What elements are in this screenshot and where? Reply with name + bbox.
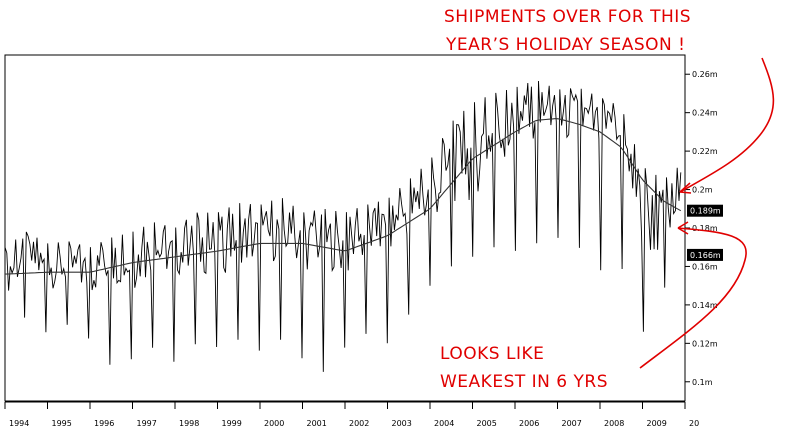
series-moving-average-line [4, 118, 682, 275]
x-tick-label: 1994 [9, 419, 29, 428]
x-tick-label: 1995 [52, 419, 72, 428]
y-tick-label: 0.12m [692, 339, 718, 348]
x-tick-label: 2000 [264, 419, 284, 428]
annotation-line-3: LOOKS LIKE [440, 344, 545, 364]
x-axis-ticks: 1994 1995 1996 1997 1998 1999 2000 2001 2002 2003… [4, 402, 699, 428]
y-tick-label: 0.16m [692, 262, 718, 271]
annotation-arrows [639, 57, 775, 369]
series-layer [4, 80, 682, 372]
value-badge [687, 248, 723, 261]
value-badge-label: 0.189m [690, 207, 721, 216]
annotation-line-1: SHIPMENTS OVER FOR THIS [444, 7, 692, 27]
y-tick-label: 0.18m [692, 224, 718, 233]
x-tick-label: 2009 [647, 419, 667, 428]
x-tick-label: 1997 [137, 419, 157, 428]
value-badges: 0.189m 0.166m [687, 204, 723, 261]
x-tick-label: 2002 [349, 419, 369, 428]
value-badge-label: 0.166m [690, 251, 721, 260]
y-axis-ticks: 0.26m 0.24m 0.22m 0.2m 0.18m 0.16m 0.14m 0.12m 0… [685, 70, 718, 387]
x-tick-label: 2006 [519, 419, 539, 428]
arrowhead-weakest [677, 221, 689, 235]
y-tick-label: 0.14m [692, 301, 718, 310]
arrowhead-shipments [679, 182, 692, 194]
arrow-weakest [639, 227, 747, 369]
x-tick-label: 1999 [222, 419, 242, 428]
x-tick-label: 1996 [94, 419, 114, 428]
annotation-line-2: YEAR’S HOLIDAY SEASON ! [446, 35, 686, 55]
x-tick-label: 20 [689, 419, 699, 428]
plot-frame [4, 54, 686, 402]
x-tick-label: 2004 [434, 419, 454, 428]
y-tick-label: 0.2m [692, 186, 713, 195]
y-tick-label: 0.24m [692, 109, 718, 118]
x-tick-label: 1998 [179, 419, 199, 428]
y-tick-label: 0.1m [692, 378, 713, 387]
arrow-shipments [679, 57, 775, 193]
x-tick-label: 2003 [392, 419, 412, 428]
y-tick-label: 0.26m [692, 70, 718, 79]
x-tick-label: 2007 [562, 419, 582, 428]
x-tick-label: 2005 [477, 419, 497, 428]
value-badge [687, 204, 723, 217]
x-tick-label: 2008 [604, 419, 624, 428]
series-monthly-line [4, 80, 682, 372]
x-tick-label: 2001 [307, 419, 327, 428]
y-tick-label: 0.22m [692, 147, 718, 156]
annotation-line-4: WEAKEST IN 6 YRS [440, 372, 608, 392]
